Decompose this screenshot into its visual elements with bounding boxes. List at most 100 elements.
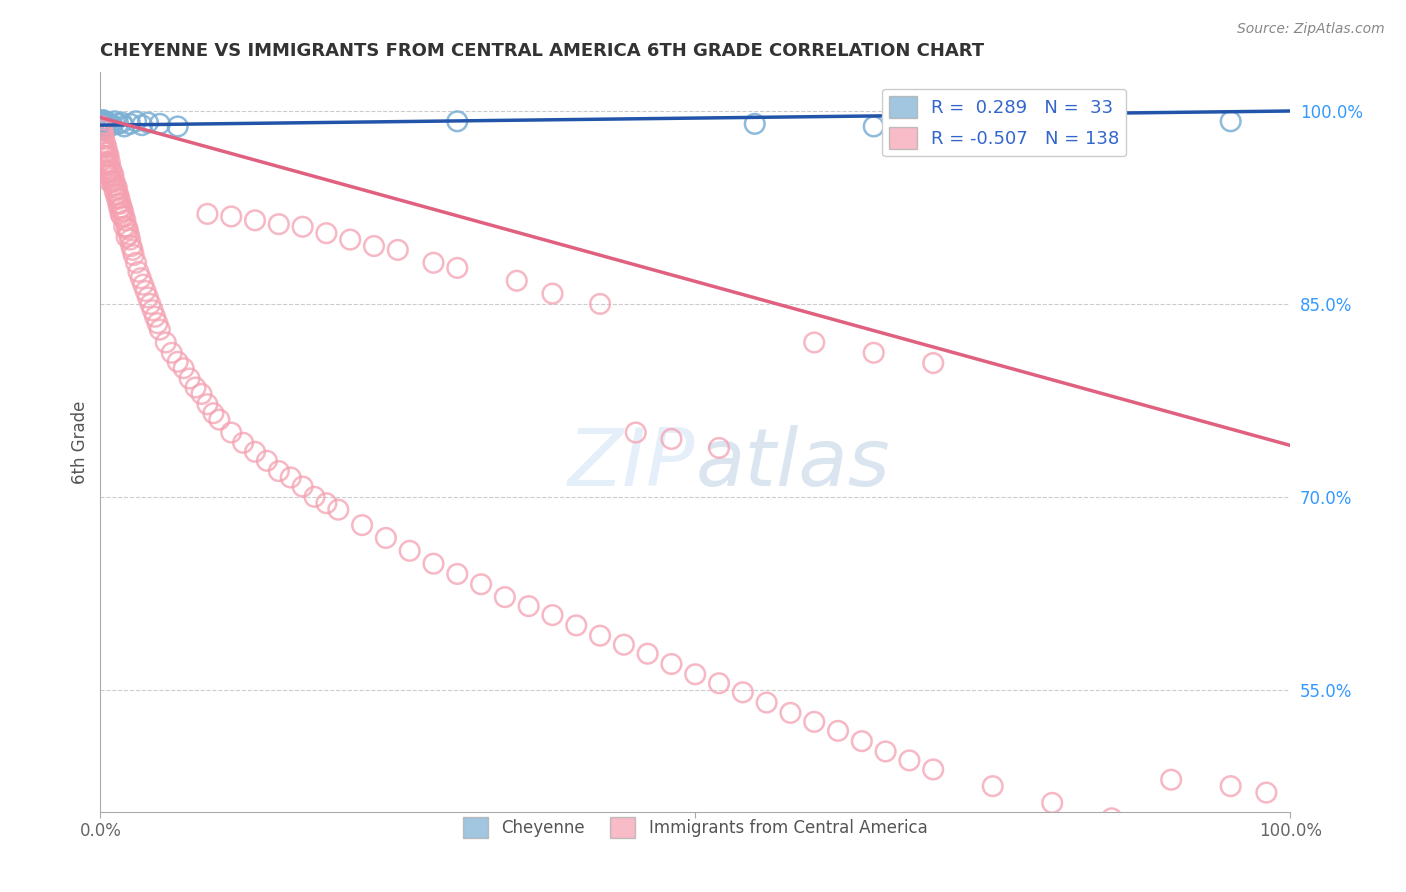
Point [565,618,588,632]
Point [94,145,117,160]
Text: atlas: atlas [695,425,890,503]
Point [97,158,120,172]
Point [111,201,134,215]
Point [112,210,135,224]
Point [803,335,825,350]
Point [946,123,969,137]
Point [256,454,278,468]
Legend: Cheyenne, Immigrants from Central America: Cheyenne, Immigrants from Central Americ… [457,811,934,844]
Point [1101,811,1123,825]
Point [107,196,129,211]
Text: CHEYENNE VS IMMIGRANTS FROM CENTRAL AMERICA 6TH GRADE CORRELATION CHART: CHEYENNE VS IMMIGRANTS FROM CENTRAL AMER… [100,42,984,60]
Point [267,464,290,478]
Point [112,219,135,234]
Text: Source: ZipAtlas.com: Source: ZipAtlas.com [1237,22,1385,37]
Point [387,243,409,257]
Point [129,271,152,285]
Point [328,502,350,516]
Point [117,222,139,236]
Point [111,210,134,224]
Point [93,149,115,163]
Point [91,132,114,146]
Point [97,169,120,183]
Point [922,763,945,777]
Point [208,412,231,426]
Point [110,207,132,221]
Point [104,175,127,189]
Point [352,518,374,533]
Point [143,310,166,324]
Point [661,432,683,446]
Point [862,345,884,359]
Point [179,371,201,385]
Point [105,181,128,195]
Point [898,754,921,768]
Point [96,149,118,163]
Point [339,233,361,247]
Point [93,129,115,144]
Point [90,127,112,141]
Point [197,207,219,221]
Point [1040,796,1063,810]
Point [103,169,125,183]
Point [1219,114,1241,128]
Point [173,361,195,376]
Point [1219,779,1241,793]
Point [683,667,706,681]
Point [97,120,120,134]
Point [637,647,659,661]
Point [731,685,754,699]
Point [91,115,114,129]
Point [1160,772,1182,787]
Point [105,191,128,205]
Point [98,175,121,189]
Point [111,115,134,129]
Point [1256,786,1278,800]
Point [363,239,385,253]
Point [118,227,141,242]
Point [291,479,314,493]
Point [219,425,242,440]
Point [981,779,1004,793]
Point [517,599,540,614]
Point [862,120,884,134]
Point [707,676,730,690]
Point [93,120,115,134]
Text: ZIP: ZIP [568,425,695,503]
Point [280,470,302,484]
Point [120,117,142,131]
Point [96,155,118,169]
Point [267,217,290,231]
Point [470,577,492,591]
Point [541,608,564,623]
Point [120,233,142,247]
Point [100,170,122,185]
Point [108,191,131,205]
Point [125,114,148,128]
Point [111,204,134,219]
Point [661,657,683,671]
Point [112,120,135,134]
Point [122,248,145,262]
Point [115,230,138,244]
Point [744,117,766,131]
Point [131,118,153,132]
Point [91,113,114,128]
Point [104,114,127,128]
Point [110,196,132,211]
Point [875,744,897,758]
Point [91,143,114,157]
Point [243,213,266,227]
Point [243,444,266,458]
Point [94,136,117,150]
Point [93,140,115,154]
Point [94,114,117,128]
Point [91,123,114,137]
Point [315,496,337,510]
Point [624,425,647,440]
Point [142,303,165,318]
Point [98,117,121,131]
Point [422,256,444,270]
Point [160,345,183,359]
Point [103,178,125,193]
